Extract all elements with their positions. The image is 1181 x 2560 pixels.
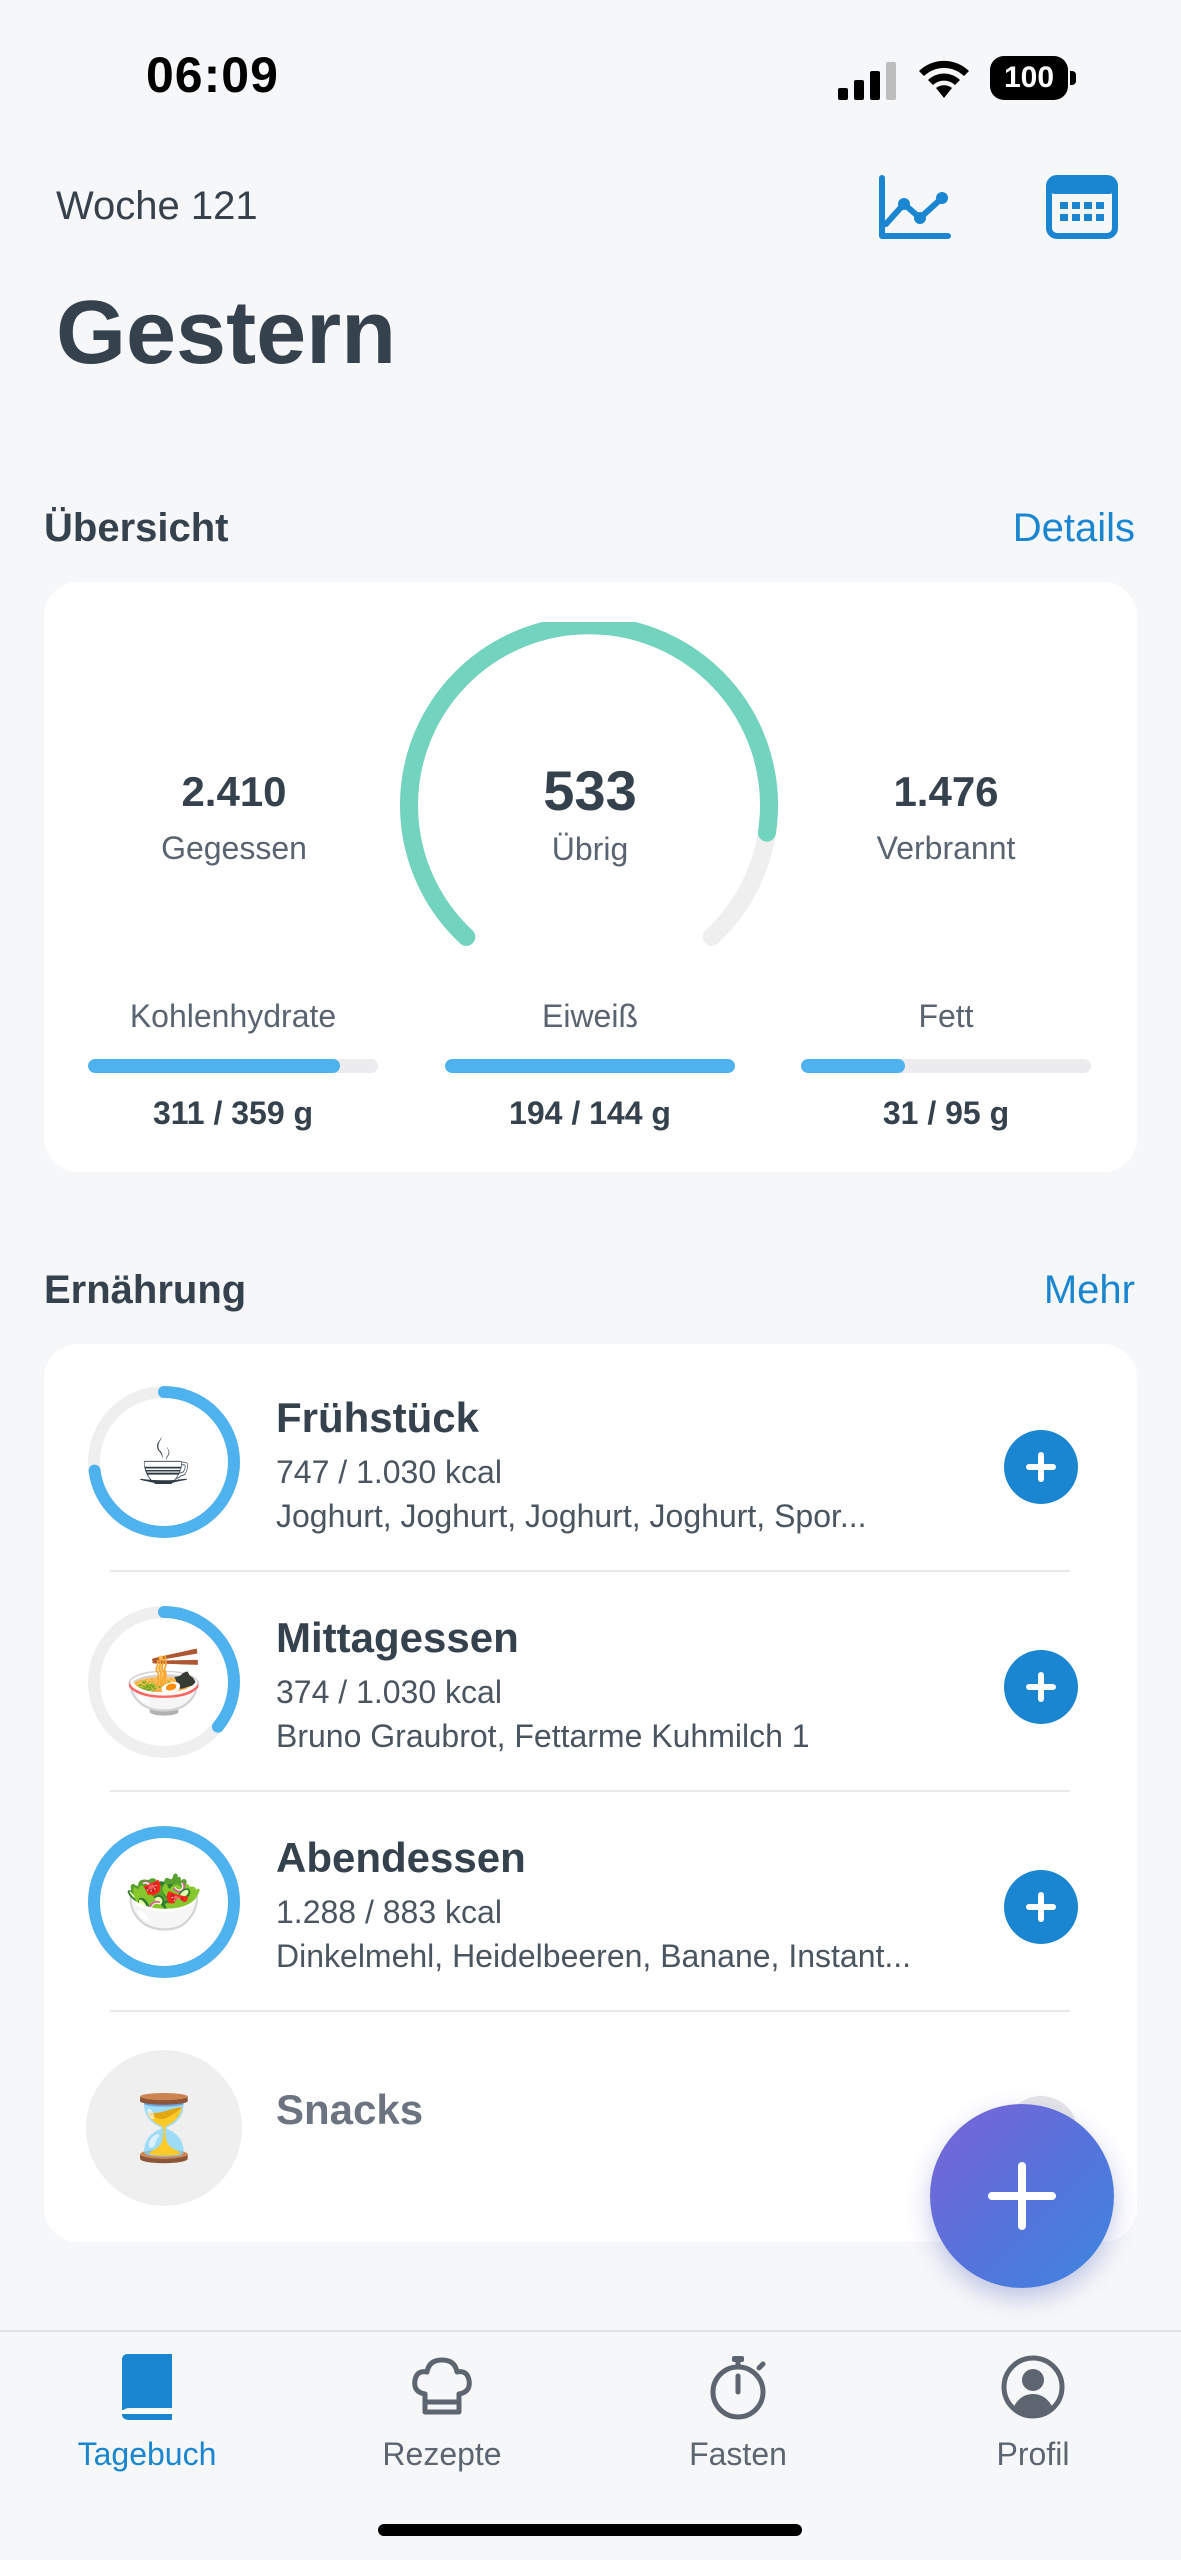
page-title: Gestern bbox=[56, 283, 397, 383]
battery-icon: 100 bbox=[990, 56, 1076, 100]
burned-value: 1.476 bbox=[893, 768, 999, 815]
chef-hat-icon bbox=[412, 2357, 472, 2415]
nutrition-card: ☕ Frühstück 747 / 1.030 kcal Joghurt, Jo… bbox=[44, 1344, 1137, 2242]
nutrition-section-title: Ernährung bbox=[44, 1268, 247, 1312]
tab-label: Fasten bbox=[689, 2436, 787, 2472]
battery-level: 100 bbox=[990, 56, 1068, 100]
divider bbox=[110, 1790, 1070, 1792]
remaining-label: Übrig bbox=[551, 831, 629, 867]
divider bbox=[110, 1570, 1070, 1572]
hourglass-icon: ⏳ bbox=[86, 2050, 242, 2206]
add-lunch-button[interactable] bbox=[1004, 1650, 1078, 1724]
meal-name: Mittagessen bbox=[276, 1614, 519, 1661]
calorie-gauge bbox=[400, 622, 778, 946]
meal-items: Bruno Graubrot, Fettarme Kuhmilch 1 bbox=[276, 1718, 810, 1754]
status-time: 06:09 bbox=[146, 47, 279, 103]
meal-kcal: 374 / 1.030 kcal bbox=[276, 1674, 502, 1710]
meal-kcal: 1.288 / 883 kcal bbox=[276, 1894, 502, 1930]
line-chart-icon bbox=[879, 175, 951, 239]
statistics-button[interactable] bbox=[876, 172, 952, 244]
macro-progress-track bbox=[801, 1059, 1091, 1073]
eaten-stat: 2.410 Gegessen bbox=[84, 768, 384, 867]
tab-label: Rezepte bbox=[382, 2436, 502, 2472]
add-entry-fab[interactable] bbox=[930, 2104, 1114, 2288]
add-dinner-button[interactable] bbox=[1004, 1870, 1078, 1944]
tab-label: Profil bbox=[996, 2436, 1070, 2472]
eaten-value: 2.410 bbox=[181, 768, 287, 815]
eaten-label: Gegessen bbox=[161, 830, 307, 866]
burned-label: Verbrannt bbox=[876, 830, 1016, 866]
meal-items: Joghurt, Joghurt, Joghurt, Joghurt, Spor… bbox=[276, 1498, 867, 1534]
cellular-signal-icon bbox=[838, 62, 896, 100]
macro-progress-fill bbox=[445, 1059, 735, 1073]
meal-row-dinner[interactable]: 🥗 Abendessen 1.288 / 883 kcal Dinkelmehl… bbox=[44, 1784, 1137, 2004]
macro-value: 194 / 144 g bbox=[509, 1095, 671, 1131]
meal-name: Snacks bbox=[276, 2086, 424, 2133]
meal-items: Dinkelmehl, Heidelbeeren, Banane, Instan… bbox=[276, 1938, 912, 1974]
meal-progress-ring: 🥗 bbox=[86, 1824, 242, 1980]
status-bar: 06:09 100 bbox=[0, 0, 1181, 150]
macro-progress-fill bbox=[801, 1059, 906, 1073]
calendar-icon bbox=[1046, 175, 1118, 239]
meal-row-lunch[interactable]: 🍜 Mittagessen 374 / 1.030 kcal Bruno Gra… bbox=[44, 1564, 1137, 1784]
macro-value: 31 / 95 g bbox=[882, 1095, 1010, 1131]
tab-recipes[interactable]: Rezepte bbox=[322, 2352, 562, 2492]
home-indicator bbox=[378, 2524, 802, 2536]
calendar-button[interactable] bbox=[1046, 172, 1122, 244]
meal-kcal: 747 / 1.030 kcal bbox=[276, 1454, 502, 1490]
profile-icon bbox=[1001, 2355, 1065, 2419]
remaining-value: 533 bbox=[543, 759, 637, 822]
macro-value: 311 / 359 g bbox=[152, 1095, 314, 1131]
meal-progress-ring: 🍜 bbox=[86, 1604, 242, 1760]
meal-name: Abendessen bbox=[276, 1834, 526, 1881]
overview-section-title: Übersicht bbox=[44, 506, 229, 550]
book-icon bbox=[122, 2354, 172, 2420]
add-breakfast-button[interactable] bbox=[1004, 1430, 1078, 1504]
overview-card[interactable]: 2.410 Gegessen 533 Übrig 1.476 Verbrannt… bbox=[44, 582, 1137, 1172]
tab-label: Tagebuch bbox=[77, 2436, 217, 2472]
macro-progress-fill bbox=[88, 1059, 341, 1073]
details-link[interactable]: Details bbox=[1012, 506, 1135, 550]
macro-progress-track bbox=[88, 1059, 378, 1073]
macro-progress-track bbox=[445, 1059, 735, 1073]
divider bbox=[110, 2010, 1070, 2012]
macro-fat: Fett 31 / 95 g bbox=[801, 998, 1091, 1132]
coffee-cup-icon: ☕ bbox=[135, 1426, 193, 1498]
wifi-icon bbox=[919, 60, 969, 98]
tab-fasting[interactable]: Fasten bbox=[618, 2352, 858, 2492]
tab-bar: Tagebuch Rezepte Fasten Profil bbox=[0, 2330, 1181, 2560]
macro-label: Eiweiß bbox=[541, 998, 638, 1034]
remaining-stat: 533 Übrig bbox=[440, 758, 740, 868]
tab-profile[interactable]: Profil bbox=[913, 2352, 1153, 2492]
tab-diary[interactable]: Tagebuch bbox=[27, 2352, 267, 2492]
meal-name: Frühstück bbox=[276, 1394, 480, 1441]
macro-label: Kohlenhydrate bbox=[129, 998, 337, 1034]
soup-bowl-icon: 🍜 bbox=[124, 1646, 204, 1718]
macro-carbs: Kohlenhydrate 311 / 359 g bbox=[88, 998, 378, 1132]
macro-label: Fett bbox=[918, 998, 974, 1034]
more-link[interactable]: Mehr bbox=[1043, 1268, 1135, 1312]
meal-progress-ring: ☕ bbox=[86, 1384, 242, 1540]
salad-icon: 🥗 bbox=[124, 1866, 204, 1938]
macro-protein: Eiweiß 194 / 144 g bbox=[445, 998, 735, 1132]
burned-stat: 1.476 Verbrannt bbox=[796, 768, 1096, 867]
week-label: Woche 121 bbox=[56, 184, 258, 228]
stopwatch-icon bbox=[710, 2356, 766, 2420]
meal-row-breakfast[interactable]: ☕ Frühstück 747 / 1.030 kcal Joghurt, Jo… bbox=[44, 1344, 1137, 1564]
